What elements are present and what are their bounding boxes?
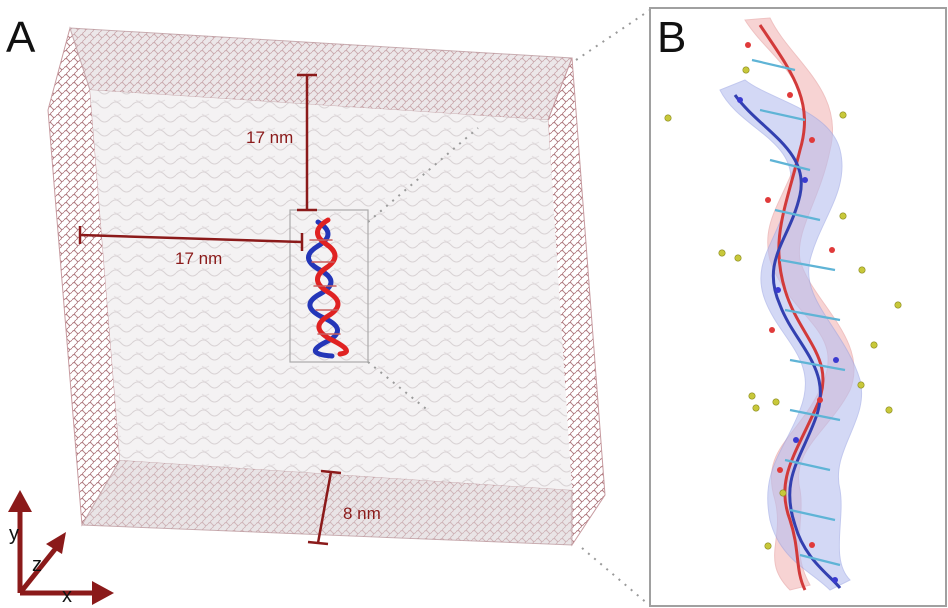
panel-label-a: A (6, 13, 36, 62)
dimension-label-thickness: 8 nm (343, 504, 381, 523)
zoom-connectors (367, 9, 651, 605)
dimension-thickness (307, 469, 342, 546)
ions (664, 66, 902, 550)
dimension-label-horizontal: 17 nm (175, 249, 222, 268)
axis-label-y: y (9, 523, 19, 545)
dna-helix-large (719, 17, 863, 591)
dimension-label-vertical: 17 nm (246, 128, 293, 147)
axis-triad (8, 490, 114, 605)
selection-box (289, 209, 369, 363)
axis-label-z: z (32, 554, 42, 576)
panel-label-b: B (657, 13, 686, 62)
dimension-vertical (297, 73, 317, 212)
dimension-horizontal (78, 226, 304, 251)
water-box (47, 26, 606, 547)
strand-surface-blue (719, 79, 863, 591)
dna-helix-small (306, 217, 349, 359)
axis-label-x: x (62, 585, 72, 607)
